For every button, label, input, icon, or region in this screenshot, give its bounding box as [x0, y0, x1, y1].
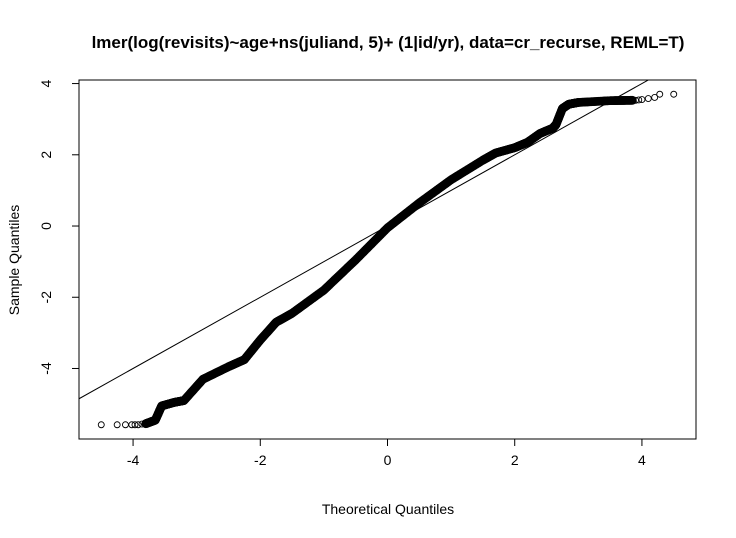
- tail-point: [134, 421, 142, 429]
- y-tick-label: 4: [38, 79, 54, 87]
- tail-point: [651, 94, 659, 101]
- x-axis-label: Theoretical Quantiles: [322, 501, 454, 517]
- tail-point: [158, 404, 166, 412]
- y-tick-label: 0: [38, 222, 54, 230]
- x-tick-label: 2: [511, 452, 519, 468]
- tail-point: [121, 421, 129, 429]
- x-tick-label: -2: [254, 452, 267, 468]
- y-tick-label: -2: [38, 291, 54, 304]
- tail-point: [148, 418, 156, 426]
- plot-region: [79, 80, 678, 429]
- tail-point: [156, 407, 164, 415]
- tail-point: [670, 90, 678, 98]
- plot-border: [78, 79, 697, 440]
- axes: -4 -2 0 2 4 -4 -2 0 2 4: [38, 79, 697, 468]
- x-tick-label: -4: [127, 452, 140, 468]
- tail-point: [153, 413, 161, 421]
- tail-point: [638, 96, 646, 104]
- tail-point: [635, 96, 643, 104]
- tail-point: [131, 421, 139, 429]
- y-axis-label: Sample Quantiles: [6, 205, 22, 316]
- tail-point: [113, 421, 121, 429]
- chart-title: lmer(log(revisits)~age+ns(juliand, 5)+ (…: [92, 33, 685, 52]
- tail-point: [656, 90, 664, 98]
- tail-point: [644, 95, 652, 102]
- x-tick-label: 4: [638, 452, 646, 468]
- sample-points: [97, 90, 678, 429]
- y-tick-label: 2: [38, 151, 54, 159]
- y-tick-label: -4: [38, 362, 54, 375]
- tail-point: [97, 421, 105, 429]
- x-tick-label: 0: [384, 452, 392, 468]
- tail-point: [138, 420, 146, 428]
